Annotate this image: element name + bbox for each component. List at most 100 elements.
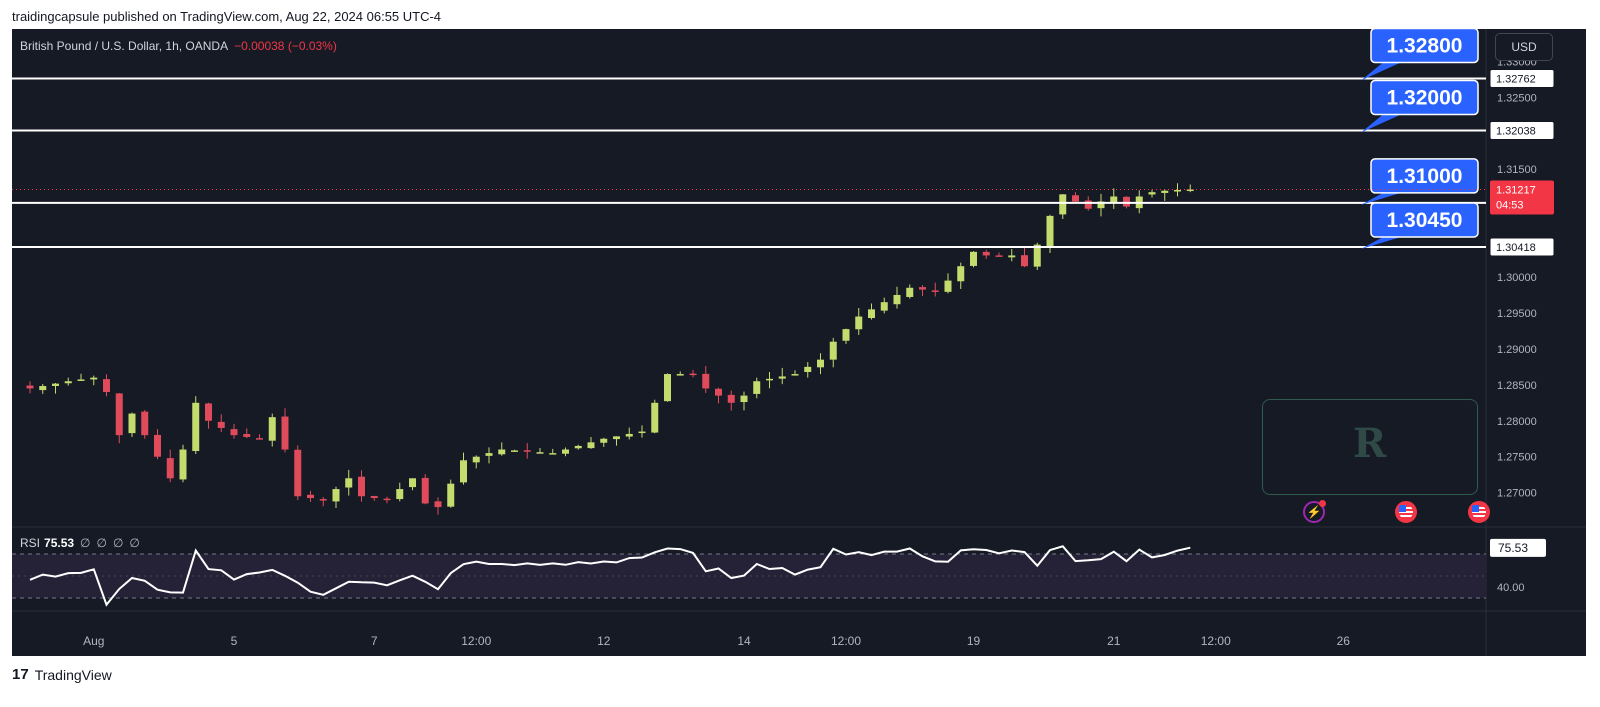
- level-callout-label: 1.30450: [1387, 209, 1463, 232]
- candle-body: [268, 417, 276, 441]
- candle-body: [931, 290, 939, 292]
- candle-body: [1186, 189, 1194, 192]
- candle-body: [893, 294, 901, 305]
- candle-body: [192, 402, 200, 452]
- candle-body: [447, 483, 455, 507]
- footer[interactable]: 17 TradingView: [12, 666, 112, 683]
- publish-header: traidingcapsule published on TradingView…: [12, 9, 442, 24]
- candle-body: [434, 501, 442, 508]
- candle-body: [485, 453, 493, 456]
- candle-body: [740, 395, 748, 403]
- candle-body: [778, 376, 786, 379]
- candle-body: [562, 449, 569, 454]
- symbol-title: British Pound / U.S. Dollar, 1h, OANDA: [20, 39, 229, 53]
- level-axis-badge: [1489, 121, 1555, 141]
- candle-body: [154, 434, 161, 457]
- candle-body: [166, 458, 174, 479]
- candle-body: [383, 498, 391, 501]
- candle-body: [829, 341, 837, 360]
- candle-body: [217, 421, 225, 428]
- candle-body: [345, 478, 353, 488]
- y-tick-label: 1.29000: [1497, 344, 1537, 356]
- level-callout-label: 1.32000: [1387, 87, 1463, 110]
- candle-body: [536, 452, 544, 454]
- candle-body: [64, 381, 72, 384]
- candle-body: [753, 381, 761, 394]
- y-tick-label: 1.28000: [1497, 416, 1537, 428]
- y-tick-label: 1.27000: [1497, 488, 1537, 500]
- candle-body: [511, 450, 518, 452]
- callout-pointer: [1361, 114, 1401, 133]
- candle-body: [1097, 201, 1105, 209]
- x-tick-label: 12:00: [1201, 634, 1231, 648]
- rsi-line: [29, 545, 1191, 607]
- candle-body: [689, 373, 697, 376]
- level-axis-badge: [1489, 237, 1555, 257]
- candle-body: [256, 438, 263, 440]
- candle-body: [103, 379, 110, 393]
- level-callout-label: 1.32800: [1387, 34, 1463, 57]
- candle-body: [332, 489, 340, 502]
- candle-body: [243, 434, 251, 437]
- tradingview-logo-icon: 17: [12, 666, 29, 683]
- candle-body: [1033, 244, 1041, 267]
- candle-body: [625, 433, 633, 437]
- callout-pointer: [1361, 62, 1401, 81]
- candle-body: [1021, 255, 1028, 267]
- y-tick-label: 1.32500: [1497, 92, 1537, 104]
- level-axis-badge: [1489, 68, 1555, 88]
- y-tick-label: 1.28500: [1497, 380, 1537, 392]
- candle-body: [868, 309, 875, 319]
- candle-body: [141, 411, 149, 436]
- level-axis-label: 1.30418: [1496, 242, 1536, 254]
- currency-button[interactable]: USD: [1495, 33, 1553, 61]
- candle-body: [396, 489, 404, 500]
- candle-body: [294, 449, 302, 497]
- candle-body: [179, 449, 187, 480]
- x-tick-label: 21: [1107, 634, 1121, 648]
- x-tick-label: 12:00: [831, 634, 861, 648]
- candle-body: [523, 450, 531, 452]
- candle-body: [664, 374, 671, 402]
- flash-event-icon[interactable]: ⚡: [1303, 500, 1326, 523]
- candle-body: [982, 251, 990, 256]
- x-tick-label: 19: [967, 634, 981, 648]
- candle-body: [842, 329, 850, 341]
- candle-body: [804, 366, 812, 373]
- candle-body: [995, 255, 1003, 257]
- candle-body: [906, 287, 914, 297]
- level-callout: [1370, 29, 1479, 64]
- callout-pointer: [1361, 192, 1401, 205]
- level-callout-label: 1.31000: [1387, 165, 1463, 188]
- us-flag-event-icon[interactable]: [1395, 501, 1417, 523]
- candle-body: [587, 442, 595, 449]
- candle-body: [880, 302, 888, 311]
- candle-body: [52, 383, 59, 386]
- rsi-param: ∅: [129, 536, 140, 550]
- candle-body: [1110, 196, 1118, 203]
- candle-body: [90, 377, 98, 380]
- candle-body: [702, 373, 710, 389]
- x-tick-label: 14: [737, 634, 751, 648]
- chart-frame[interactable]: 1.33000 1.32500 1.31500 1.30000 1.29500 1.290…: [12, 29, 1586, 656]
- candle-body: [77, 379, 85, 381]
- price-chart[interactable]: 1.330001.325001.315001.300001.295001.290…: [12, 29, 1586, 656]
- rsi-y-tick-label: 40.00: [1497, 582, 1525, 594]
- candle-body: [370, 496, 378, 499]
- x-tick-label: 12: [597, 634, 611, 648]
- candle-body: [549, 453, 557, 455]
- symbol-legend[interactable]: British Pound / U.S. Dollar, 1h, OANDA −0…: [20, 39, 337, 53]
- candle-body: [358, 476, 365, 497]
- candle-body: [1072, 195, 1079, 202]
- level-callout: [1370, 202, 1479, 238]
- candle-body: [460, 460, 467, 483]
- candle-body: [919, 287, 926, 290]
- candle-body: [957, 266, 965, 282]
- last-price-label: 1.31217: [1496, 185, 1536, 197]
- us-flag-event-icon[interactable]: [1468, 501, 1490, 523]
- rsi-legend[interactable]: RSI 75.53 ∅ ∅ ∅ ∅: [20, 536, 140, 550]
- y-tick-label: 1.30000: [1497, 272, 1537, 284]
- candle-body: [1046, 215, 1054, 247]
- y-tick-label: 1.29500: [1497, 308, 1537, 320]
- watermark-logo-icon: R: [1353, 420, 1387, 467]
